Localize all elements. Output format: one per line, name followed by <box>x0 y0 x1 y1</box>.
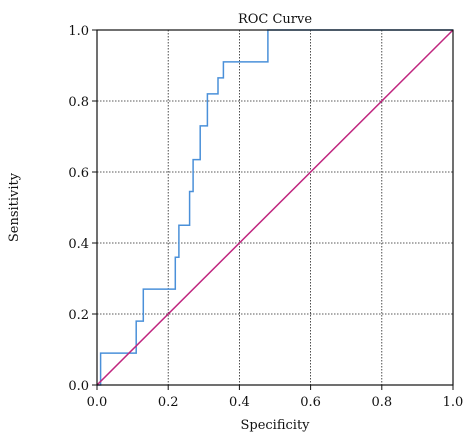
y-tick-label: 0.4 <box>68 237 89 252</box>
chart-title: ROC Curve <box>238 12 312 27</box>
x-tick-label: 0.2 <box>158 395 179 410</box>
y-tick-label: 0.0 <box>68 379 89 394</box>
x-tick-label: 0.4 <box>229 395 250 410</box>
x-tick-label: 0.8 <box>371 395 392 410</box>
x-tick-label: 0.0 <box>87 395 108 410</box>
x-axis-title: Specificity <box>240 418 310 433</box>
y-tick-label: 1.0 <box>68 24 89 39</box>
y-axis-title: Sensitivity <box>7 172 22 242</box>
y-tick-label: 0.8 <box>68 95 89 110</box>
roc-curve-line <box>97 29 453 386</box>
plot-frame <box>96 29 454 386</box>
ticks: 0.0 0.2 0.4 0.6 0.8 1.0 0.0 0.2 0.4 0.6 0.8 1.0 <box>68 24 463 410</box>
x-tick-label: 1.0 <box>443 395 464 410</box>
y-tick-label: 0.6 <box>68 166 89 181</box>
x-tick-label: 0.6 <box>300 395 321 410</box>
series-layer <box>96 29 454 386</box>
grid-lines <box>97 30 453 385</box>
y-tick-label: 0.2 <box>68 308 89 323</box>
reference-diagonal-line <box>96 29 454 386</box>
